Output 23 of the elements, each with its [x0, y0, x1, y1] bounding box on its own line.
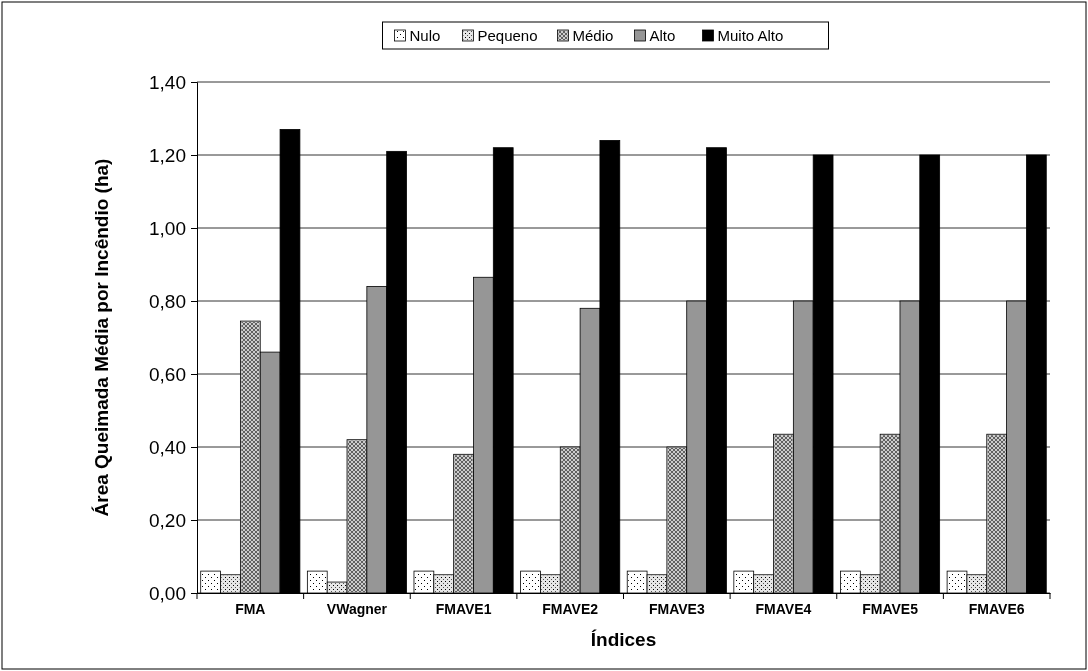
legend-label: Muito Alto [717, 27, 784, 44]
x-tick-label: FMAVE1 [435, 601, 492, 617]
x-tick-label: FMAVE3 [648, 601, 705, 617]
y-axis-title: Área Queimada Média por Incêndio (ha) [91, 158, 112, 517]
x-tick-label: FMA [235, 601, 266, 617]
legend-label: Médio [572, 27, 614, 44]
legend-label: Nulo [409, 27, 441, 44]
x-tick-label: FMAVE2 [542, 601, 599, 617]
x-tick-label: FMAVE4 [755, 601, 812, 617]
y-tick-label: 0,60 [149, 363, 186, 385]
x-axis-title: Índices [590, 629, 657, 650]
x-tick-label: FMAVE6 [968, 601, 1025, 617]
legend-label: Alto [649, 27, 676, 44]
y-tick-label: 1,20 [149, 144, 186, 166]
y-tick-label: 0,40 [149, 436, 186, 458]
x-tick-label: FMAVE5 [862, 601, 919, 617]
y-tick-label: 0,20 [149, 509, 186, 531]
y-tick-label: 0,00 [149, 582, 186, 604]
y-tick-label: 1,00 [149, 217, 186, 239]
y-tick-label: 1,40 [149, 71, 186, 93]
y-tick-label: 0,80 [149, 290, 186, 312]
legend-label: Pequeno [477, 27, 538, 44]
x-tick-label: VWagner [326, 601, 388, 617]
